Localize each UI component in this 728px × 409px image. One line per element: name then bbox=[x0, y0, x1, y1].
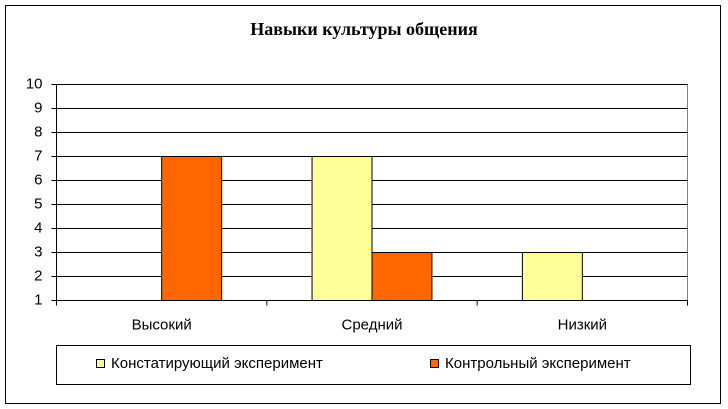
y-tick-label: 8 bbox=[34, 123, 42, 140]
y-tick-label: 4 bbox=[34, 219, 42, 236]
legend-label: Контрольный эксперимент bbox=[445, 355, 631, 372]
bar bbox=[371, 252, 433, 301]
bar bbox=[311, 156, 373, 301]
x-tick-label: Низкий bbox=[558, 316, 607, 333]
y-tick-label: 6 bbox=[34, 171, 42, 188]
y-tick-label: 9 bbox=[34, 99, 42, 116]
x-tick-label: Средний bbox=[342, 316, 403, 333]
y-tick-label: 10 bbox=[26, 75, 43, 92]
y-tick-label: 3 bbox=[34, 243, 42, 260]
bar bbox=[161, 156, 223, 301]
bar bbox=[521, 252, 583, 301]
y-tick-label: 1 bbox=[34, 291, 42, 308]
y-tick-label: 5 bbox=[34, 195, 42, 212]
y-tick-label: 2 bbox=[34, 267, 42, 284]
legend-swatch bbox=[96, 359, 105, 368]
x-tick-label: Высокий bbox=[132, 316, 192, 333]
chart-title: Навыки культуры общения bbox=[250, 19, 478, 39]
legend-label: Констатирующий эксперимент bbox=[111, 355, 323, 372]
legend-swatch bbox=[430, 359, 439, 368]
legend-box bbox=[56, 345, 691, 385]
y-tick-label: 7 bbox=[34, 147, 42, 164]
